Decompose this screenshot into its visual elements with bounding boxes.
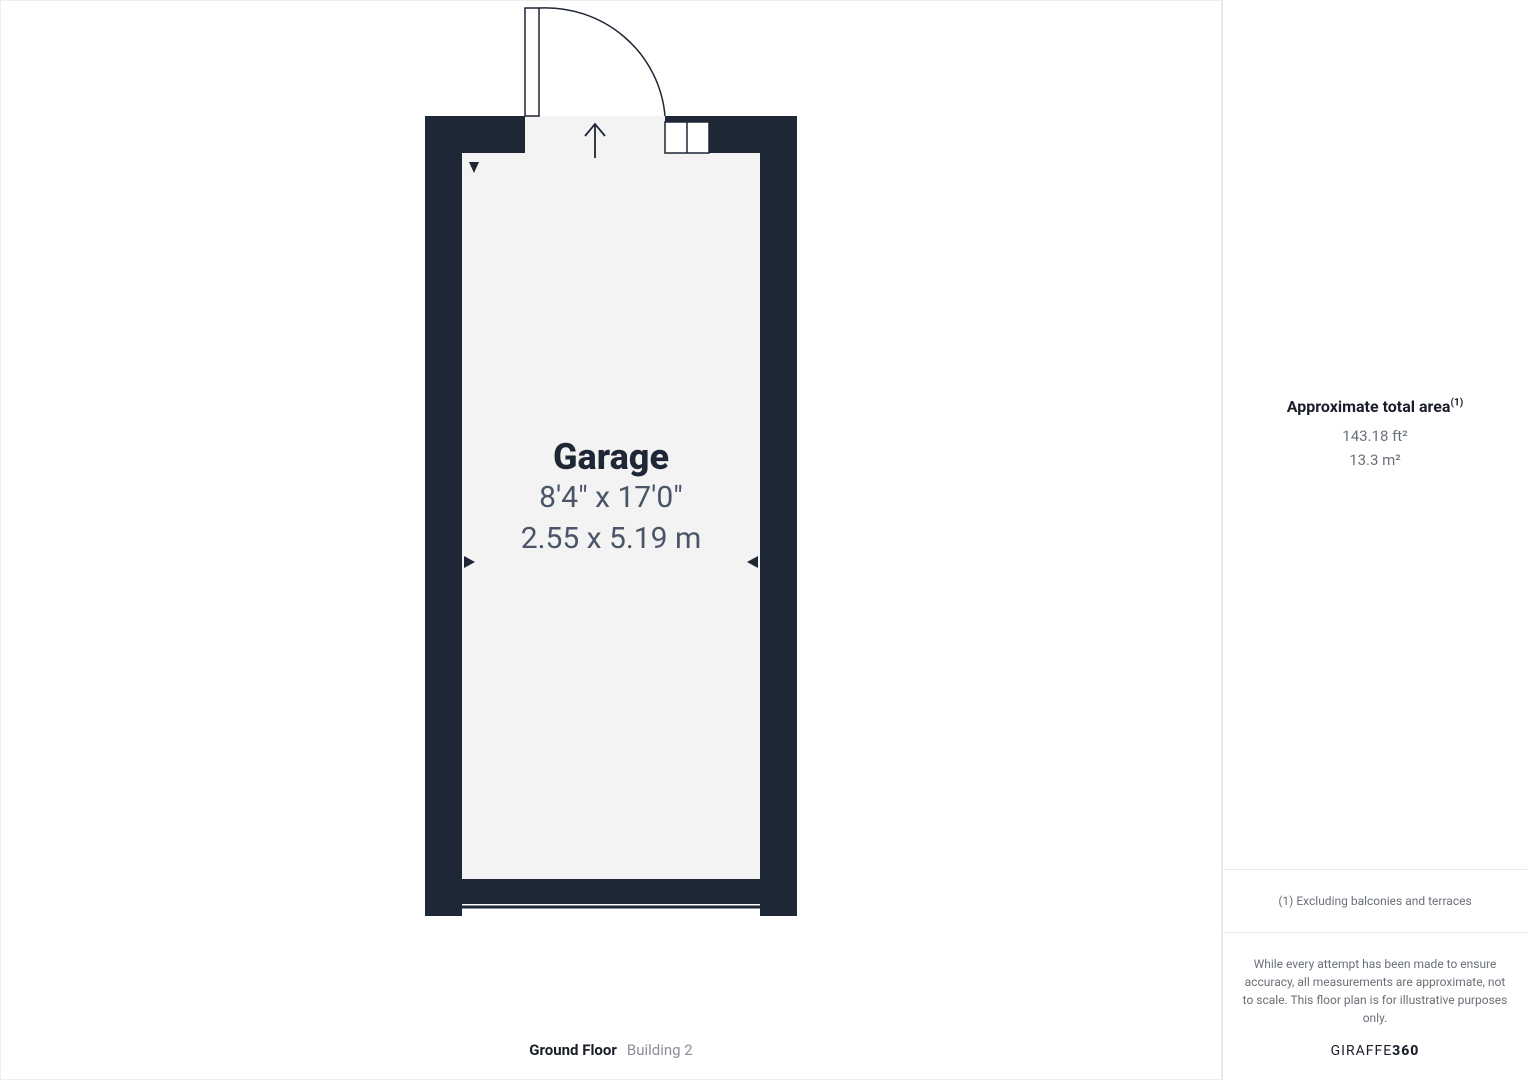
total-area-m: 13.3 m²: [1349, 448, 1401, 472]
floorplan: Garage 8'4" x 17'0" 2.55 x 5.19 m: [391, 6, 831, 980]
floorplan-canvas: Garage 8'4" x 17'0" 2.55 x 5.19 m Ground…: [0, 0, 1222, 1080]
info-sidebar: Approximate total area(1) 143.18 ft² 13.…: [1222, 0, 1527, 1080]
room-dim-metric: 2.55 x 5.19 m: [462, 519, 760, 560]
brand-logo: GIRAFFE360: [1241, 1041, 1509, 1062]
room-dim-imperial: 8'4" x 17'0": [462, 478, 760, 519]
total-area-ft: 143.18 ft²: [1342, 424, 1407, 448]
floor-caption: Ground Floor Building 2: [1, 1041, 1221, 1059]
disclaimer-text: While every attempt has been made to ens…: [1241, 955, 1509, 1027]
caption-building: Building 2: [627, 1041, 693, 1059]
total-area-title: Approximate total area(1): [1287, 397, 1463, 416]
caption-floor: Ground Floor: [529, 1041, 617, 1059]
room-name: Garage: [462, 436, 760, 478]
footnote-1: (1) Excluding balconies and terraces: [1223, 869, 1527, 932]
